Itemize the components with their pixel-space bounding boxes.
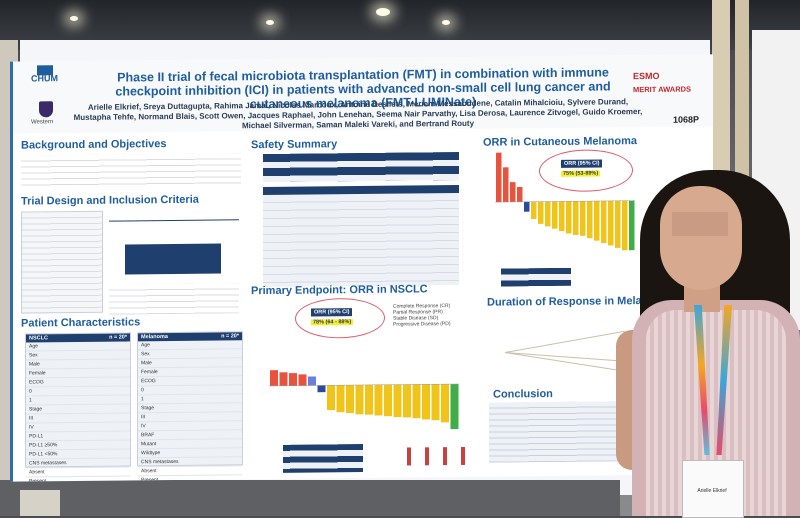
melanoma-table: Melanoma n = 20* Age Sex Male Female ECOG 0 1 S… xyxy=(137,331,243,482)
waterfall-bar xyxy=(615,200,621,248)
nsclc-waterfall-chart xyxy=(269,370,459,430)
stand-base xyxy=(20,490,60,516)
waterfall-bar xyxy=(601,200,607,244)
waterfall-bar xyxy=(450,383,459,430)
waterfall-bar xyxy=(441,384,449,423)
section-orr-melanoma: ORR in Cutaneous Melanoma xyxy=(483,135,638,149)
section-background: Background and Objectives xyxy=(21,138,167,152)
floor-area xyxy=(0,480,620,516)
merit-award-text: MERIT AWARDS xyxy=(633,84,692,95)
face-blur xyxy=(672,212,728,236)
name-badge-text: Arielle Elkrief xyxy=(697,488,727,494)
section-conclusion: Conclusion xyxy=(493,387,553,401)
waterfall-bar xyxy=(622,200,628,251)
waterfall-bar xyxy=(317,385,326,393)
section-trial-design: Trial Design and Inclusion Criteria xyxy=(21,193,199,208)
waterfall-bar xyxy=(374,384,383,416)
section-primary-endpoint: Primary Endpoint: ORR in NSCLC xyxy=(251,283,428,298)
poster-code: 1068P xyxy=(673,114,700,125)
zero-axis xyxy=(495,200,635,203)
inclusion-criteria-box xyxy=(21,210,103,314)
section-safety: Safety Summary xyxy=(251,138,338,152)
waterfall-bar xyxy=(524,201,530,212)
melanoma-donor-table xyxy=(501,267,571,287)
safety-table-2 xyxy=(263,184,459,288)
waterfall-bar xyxy=(587,201,593,239)
ceiling-light xyxy=(266,20,274,25)
waterfall-bar xyxy=(566,201,572,234)
waterfall-bar xyxy=(580,201,586,236)
waterfall-bar xyxy=(503,167,509,203)
waterfall-bar xyxy=(552,201,558,229)
waterfall-bar xyxy=(403,384,411,418)
waterfall-bar xyxy=(327,385,335,411)
trial-timeline xyxy=(109,219,239,240)
safety-table-1 xyxy=(263,151,459,183)
waterfall-bar xyxy=(384,384,392,417)
nsclc-table: NSCLC n = 20* Age Sex Male Female ECOG 0 1 Stag… xyxy=(25,332,131,482)
section-patient-characteristics: Patient Characteristics xyxy=(21,316,141,330)
presenter-face xyxy=(660,186,742,290)
sponsor-logos xyxy=(393,446,473,466)
waterfall-bar xyxy=(538,201,544,224)
waterfall-bar xyxy=(517,186,523,202)
endpoints-table xyxy=(125,243,221,275)
esmo-logo-text: ESMO xyxy=(633,70,660,82)
poster-authors: Arielle Elkrief, Sreya Duttagupta, Rahim… xyxy=(73,97,643,131)
waterfall-bar xyxy=(336,385,345,413)
waterfall-bar xyxy=(545,201,551,227)
legend-pd: Progressive Disease (PD) xyxy=(393,321,451,328)
waterfall-bar xyxy=(531,201,537,220)
waterfall-bar xyxy=(393,384,402,418)
waterfall-bar xyxy=(629,200,635,251)
figure-caption xyxy=(109,283,239,315)
waterfall-bar xyxy=(365,384,373,415)
western-logo-text: Western xyxy=(31,119,54,126)
ceiling-light xyxy=(376,8,390,16)
waterfall-bar xyxy=(355,384,364,415)
waterfall-bar xyxy=(431,384,440,421)
waterfall-bar xyxy=(412,384,421,419)
zero-axis xyxy=(269,383,459,387)
waterfall-bar xyxy=(510,182,516,202)
background-text-block xyxy=(21,153,241,190)
ceiling-light xyxy=(442,20,450,25)
waterfall-bar xyxy=(496,152,502,203)
waterfall-bar xyxy=(289,373,297,386)
scientific-poster: CHUM Western Phase II trial of fecal mic… xyxy=(10,54,713,482)
waterfall-bar xyxy=(594,201,600,241)
waterfall-bar xyxy=(308,376,316,386)
nsclc-legend: Complete Response (CR) Partial Response … xyxy=(393,303,451,328)
waterfall-bar xyxy=(559,201,565,232)
waterfall-bar xyxy=(346,385,354,414)
name-badge xyxy=(682,460,744,518)
waterfall-bar xyxy=(279,372,288,386)
waterfall-bar xyxy=(573,201,579,235)
western-crest-icon xyxy=(39,101,53,118)
waterfall-bar xyxy=(270,370,278,386)
nsclc-orr-value: 78% (64 - 88%) xyxy=(311,319,354,326)
duration-swimmer-plot xyxy=(504,330,626,372)
nsclc-donor-table xyxy=(283,443,363,473)
melanoma-waterfall-chart xyxy=(495,152,635,251)
waterfall-bar xyxy=(298,374,307,386)
ceiling-light xyxy=(70,16,78,21)
waterfall-bar xyxy=(422,384,430,420)
chum-logo-text: CHUM xyxy=(31,73,58,84)
nsclc-orr-header: ORR (95% CI) xyxy=(311,308,353,317)
waterfall-bar xyxy=(608,200,614,246)
